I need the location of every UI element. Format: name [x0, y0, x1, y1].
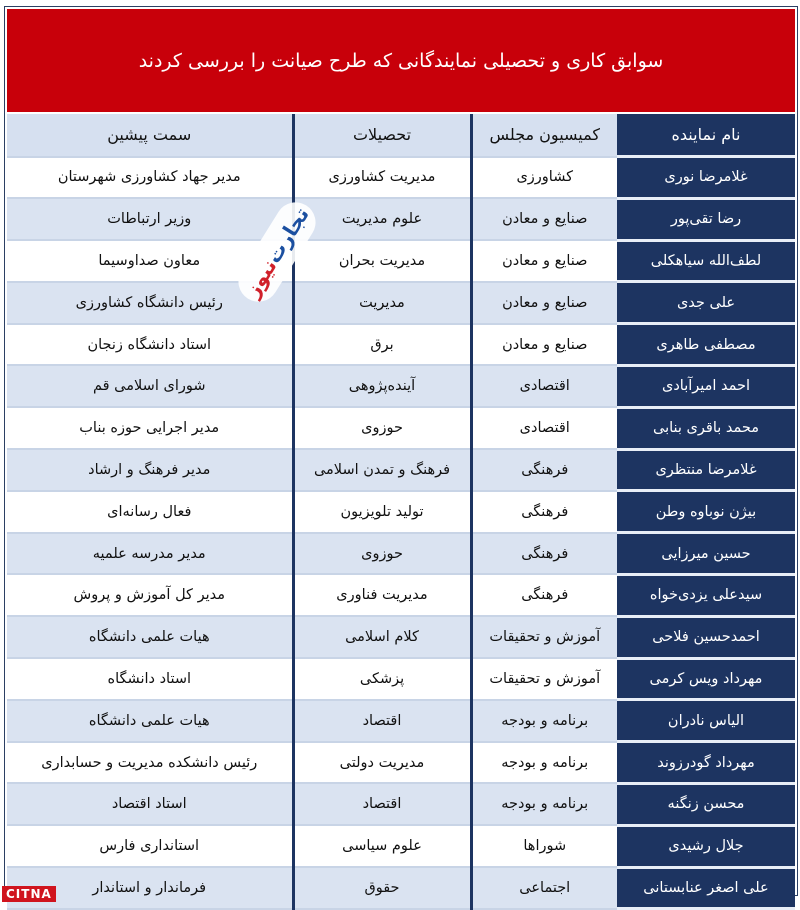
cell-commission: فرهنگی — [469, 574, 617, 618]
table-row: الیاس نادران برنامه و بودجه اقتصاد هیات علم… — [7, 699, 795, 744]
cell-education: مدیریت دولتی — [291, 741, 471, 785]
cell-position: مدیر کل آموزش و پروش — [7, 574, 293, 618]
cell-position: مدیر مدرسه علمیه — [7, 532, 293, 576]
cell-education: آینده‌پژوهی — [291, 365, 471, 409]
table-row: حسین میرزایی فرهنگی حوزوی مدیر مدرسه علمیه — [7, 532, 795, 576]
cell-position: شورای اسلامی قم — [7, 365, 293, 409]
cell-name: علی اصغر عنابستانی — [617, 867, 795, 910]
cell-commission: اقتصادی — [469, 407, 617, 451]
citna-logo: CITNA — [2, 886, 56, 902]
table-row: سیدعلی یزدی‌خواه فرهنگی مدیریت فناوری مدیر … — [7, 574, 795, 618]
cell-position: استاد اقتصاد — [7, 783, 293, 827]
cell-commission: برنامه و بودجه — [469, 783, 617, 827]
cell-education: اقتصاد — [291, 699, 471, 743]
table-row: بیژن نوباوه وطن فرهنگی تولید تلویزیون فعال … — [7, 490, 795, 535]
table-row: علی اصغر عنابستانی اجتماعی حقوق فرماندار و … — [7, 867, 795, 910]
table-row: محسن زنگنه برنامه و بودجه اقتصاد استاد اقتص… — [7, 783, 795, 827]
cell-name: حسین میرزایی — [617, 532, 795, 576]
cell-position: هیات علمی دانشگاه — [7, 616, 293, 660]
table-row: لطف‌الله سیاهکلی صنایع و معادن مدیریت بحرا… — [7, 240, 795, 284]
cell-name: احمدحسین فلاحی — [617, 616, 795, 660]
table-row: رضا تقی‌پور صنایع و معادن علوم مدیریت وزیر … — [7, 198, 795, 242]
cell-name: سیدعلی یزدی‌خواه — [617, 574, 795, 618]
cell-name: مهرداد گودرزوند — [617, 741, 795, 785]
header-name: نام نماینده — [617, 114, 795, 158]
table-row: محمد باقری بنابی اقتصادی حوزوی مدیر اجرایی … — [7, 407, 795, 451]
cell-commission: فرهنگی — [469, 490, 617, 534]
cell-name: مهرداد ویس کرمی — [617, 658, 795, 702]
cell-name: محسن زنگنه — [617, 783, 795, 827]
cell-position: مدیر اجرایی حوزه بناب — [7, 407, 293, 451]
cell-education: مدیریت کشاورزی — [291, 156, 471, 200]
table-row: جلال رشیدی شوراها علوم سیاسی استانداری فارس — [7, 825, 795, 869]
cell-education: حوزوی — [291, 407, 471, 451]
cell-position: استاد دانشگاه — [7, 658, 293, 701]
cell-commission: اجتماعی — [469, 867, 617, 910]
cell-education: حوزوی — [291, 532, 471, 576]
cell-commission: صنایع و معادن — [469, 281, 617, 325]
cell-name: غلامرضا منتظری — [617, 449, 795, 493]
cell-education: مدیریت فناوری — [291, 574, 471, 618]
cell-commission: شوراها — [469, 825, 617, 869]
page-title: سوابق کاری و تحصیلی نمایندگانی که طرح صی… — [7, 9, 795, 112]
cell-commission: اقتصادی — [469, 365, 617, 409]
infographic: سوابق کاری و تحصیلی نمایندگانی که طرح صی… — [4, 6, 798, 910]
cell-position: وزیر ارتباطات — [7, 198, 293, 242]
cell-position: رئیس دانشکده مدیریت و حسابداری — [7, 741, 293, 785]
cell-education: علوم سیاسی — [291, 825, 471, 869]
cell-commission: صنایع و معادن — [469, 198, 617, 242]
cell-commission: آموزش و تحقیقات — [469, 658, 617, 701]
table-row: احمد امیرآبادی اقتصادی آینده‌پژوهی شورای اس… — [7, 365, 795, 409]
representatives-table: نام نماینده کمیسیون مجلس تحصیلات سمت پیش… — [7, 114, 795, 910]
cell-education: مدیریت — [291, 281, 471, 325]
cell-position: هیات علمی دانشگاه — [7, 699, 293, 743]
cell-education: کلام اسلامی — [291, 616, 471, 660]
table-row: غلامرضا نوری کشاورزی مدیریت کشاورزی مدیر جه… — [7, 156, 795, 200]
cell-name: بیژن نوباوه وطن — [617, 490, 795, 535]
cell-position: فعال رسانه‌ای — [7, 490, 293, 534]
table-row: مصطفی طاهری صنایع و معادن برق استاد دانشگاه… — [7, 323, 795, 367]
cell-name: علی جدی — [617, 281, 795, 326]
cell-commission: صنایع و معادن — [469, 240, 617, 283]
cell-name: محمد باقری بنابی — [617, 407, 795, 451]
cell-position: استانداری فارس — [7, 825, 293, 869]
header-commission: کمیسیون مجلس — [469, 114, 617, 158]
cell-position: مدیر فرهنگ و ارشاد — [7, 449, 293, 492]
cell-education: پزشکی — [291, 658, 471, 701]
cell-name: احمد امیرآبادی — [617, 365, 795, 409]
cell-commission: کشاورزی — [469, 156, 617, 200]
cell-name: مصطفی طاهری — [617, 323, 795, 367]
cell-commission: برنامه و بودجه — [469, 699, 617, 743]
cell-commission: صنایع و معادن — [469, 323, 617, 367]
cell-position: رئیس دانشگاه کشاورزی — [7, 281, 293, 325]
cell-position: استاد دانشگاه زنجان — [7, 323, 293, 367]
table-row: غلامرضا منتظری فرهنگی فرهنگ و تمدن اسلامی م… — [7, 449, 795, 493]
cell-education: تولید تلویزیون — [291, 490, 471, 534]
cell-education: علوم مدیریت — [291, 198, 471, 242]
cell-name: غلامرضا نوری — [617, 156, 795, 200]
cell-education: اقتصاد — [291, 783, 471, 827]
cell-commission: برنامه و بودجه — [469, 741, 617, 785]
table-row: احمدحسین فلاحی آموزش و تحقیقات کلام اسلامی… — [7, 616, 795, 660]
table-row: مهرداد ویس کرمی آموزش و تحقیقات پزشکی استاد… — [7, 658, 795, 702]
cell-name: الیاس نادران — [617, 699, 795, 744]
cell-education: حقوق — [291, 867, 471, 910]
table-row: علی جدی صنایع و معادن مدیریت رئیس دانشگاه ک… — [7, 281, 795, 326]
cell-commission: فرهنگی — [469, 449, 617, 492]
cell-name: لطف‌الله سیاهکلی — [617, 240, 795, 284]
header-education: تحصیلات — [291, 114, 471, 158]
cell-position: مدیر جهاد کشاورزی شهرستان — [7, 156, 293, 200]
cell-name: رضا تقی‌پور — [617, 198, 795, 242]
cell-commission: فرهنگی — [469, 532, 617, 576]
cell-education: مدیریت بحران — [291, 240, 471, 283]
cell-name: جلال رشیدی — [617, 825, 795, 869]
cell-commission: آموزش و تحقیقات — [469, 616, 617, 660]
header-position: سمت پیشین — [7, 114, 293, 158]
table-row: مهرداد گودرزوند برنامه و بودجه مدیریت دولت… — [7, 741, 795, 785]
cell-education: برق — [291, 323, 471, 367]
table-header: نام نماینده کمیسیون مجلس تحصیلات سمت پیش… — [7, 114, 795, 158]
cell-education: فرهنگ و تمدن اسلامی — [291, 449, 471, 492]
